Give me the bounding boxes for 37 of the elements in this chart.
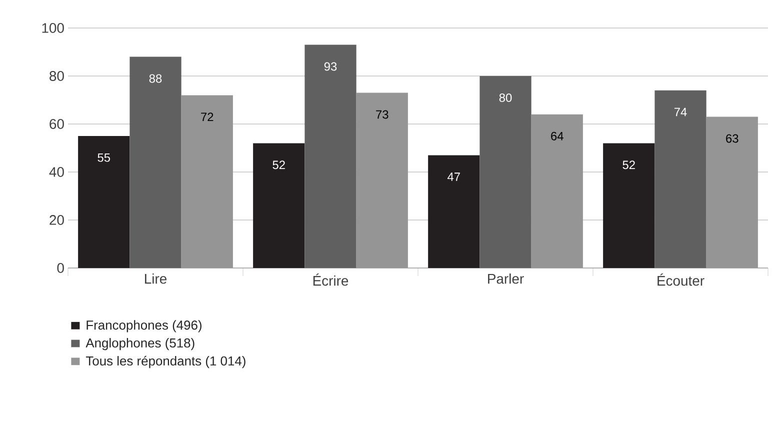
bar [706,116,758,268]
bar [181,95,233,268]
data-label: 63 [726,134,738,143]
data-label: 72 [201,112,214,122]
bar [654,90,706,268]
bar [480,76,532,268]
bar [531,114,583,268]
legend-label: Tous les répondants (1 014) [86,356,246,368]
data-label: 93 [324,62,337,71]
data-label: 73 [376,110,388,119]
data-label: 80 [499,93,512,102]
bar [78,136,130,268]
x-tick-label: Écouter [658,274,704,286]
data-label: 52 [272,160,285,170]
legend-label: Francophones (496) [86,320,202,332]
y-tick-label: 60 [50,119,64,129]
x-tick-label: Lire [145,274,167,284]
data-label: 55 [98,153,110,162]
data-label: 64 [551,132,564,140]
y-tick-label: 100 [42,23,64,33]
y-tick-label: 80 [50,71,64,81]
y-tick-label: 20 [50,215,64,225]
bar [253,143,305,268]
data-label: 88 [149,74,162,83]
data-label: 52 [622,160,635,170]
x-tick-label: Parler [488,274,524,284]
bar [304,44,356,268]
data-label: 74 [674,108,687,116]
data-label: 47 [448,172,460,181]
x-tick-label: Écrire [313,274,348,286]
bar [428,155,480,268]
y-tick-label: 40 [49,167,64,177]
bar [130,56,182,268]
legend-label: Anglophones (518) [86,338,194,350]
y-tick-label: 0 [57,263,64,273]
bar [356,92,408,268]
bar [603,143,655,268]
